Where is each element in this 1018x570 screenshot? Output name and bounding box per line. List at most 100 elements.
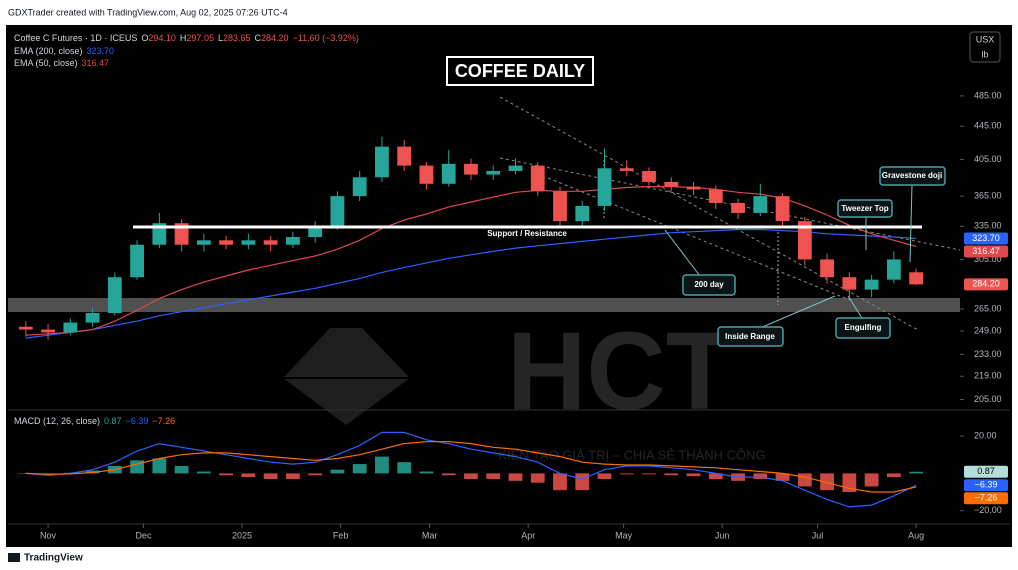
y-tick-label: 405.00	[974, 154, 1002, 164]
macd-title: MACD (12, 26, close)	[14, 416, 100, 426]
candle-body	[464, 163, 478, 175]
macd-histogram-bar	[886, 473, 901, 478]
candle-body	[286, 237, 300, 245]
candle-body	[352, 177, 367, 197]
macd-histogram-bar	[419, 471, 434, 474]
callout-label: Engulfing	[845, 323, 882, 332]
y-tick-label: 365.00	[974, 190, 1002, 200]
change: −11.60 (−3.92%)	[293, 33, 359, 43]
macd-line	[25, 431, 917, 508]
title-box	[446, 56, 594, 86]
legend-row: EMA (50, close) 316.47	[14, 58, 109, 68]
macd-histogram-bar	[486, 473, 501, 479]
callout-pointer	[664, 229, 701, 277]
candle-body	[375, 146, 389, 178]
candle-body	[63, 322, 78, 333]
candle-body	[775, 196, 790, 222]
candle-body	[664, 181, 679, 187]
candle-body	[686, 186, 701, 190]
candle-body	[886, 259, 901, 280]
macd-histogram-bar	[797, 473, 812, 487]
legend-row: Coffee C Futures · 1D · ICEUS O294.10 H297…	[14, 33, 359, 43]
y-tick-label: 233.00	[974, 349, 1002, 359]
macd-histogram-bar	[642, 473, 656, 475]
candle-body	[619, 168, 634, 171]
price-label-box	[964, 465, 1008, 478]
macd-histogram-bar	[397, 462, 412, 474]
symbol: Coffee C Futures · 1D · ICEUS	[14, 33, 137, 43]
ohlc-letter: L	[218, 33, 223, 43]
candle-body	[308, 226, 323, 238]
macd-histogram-bar	[820, 473, 834, 491]
price-label-box	[964, 245, 1008, 258]
price-label: 284.20	[972, 279, 1000, 289]
macd-histogram-bar	[775, 473, 790, 481]
candle-body	[575, 205, 590, 222]
x-tick-label: Jul	[812, 530, 824, 540]
candle-body	[597, 168, 612, 206]
callout-box	[835, 317, 891, 339]
callout-pointer	[909, 184, 913, 263]
macd-histogram-bar	[219, 473, 234, 476]
candle-body	[152, 223, 167, 245]
signal-line	[25, 441, 917, 493]
price-label: 0.87	[977, 466, 995, 476]
price-label-box	[964, 492, 1008, 505]
x-tick-label: Aug	[908, 530, 924, 540]
price-label-box	[964, 479, 1008, 492]
macd-histogram-bar	[196, 471, 211, 474]
x-tick-label: 2025	[232, 530, 252, 540]
y-tick-label: −20.00	[974, 505, 1002, 515]
callout-pointer	[847, 295, 863, 319]
candle-body	[219, 240, 234, 245]
trend-line	[499, 157, 961, 251]
macd-histogram-bar	[553, 473, 567, 491]
logo-tagline: KIẾN TẠO GIÁ TRỊ – CHIA SẺ THÀNH CÔNG	[498, 447, 765, 462]
callout-pointer	[759, 295, 836, 329]
candle-body	[241, 240, 256, 245]
ohlc-value: 283.65	[223, 33, 251, 43]
macd-histogram-bar	[909, 471, 924, 474]
x-tick-label: Feb	[333, 530, 349, 540]
legend-value: −6.39	[126, 416, 149, 426]
legend-value: 316.47	[82, 58, 110, 68]
price-pane: 485.00 445.00 405.00 365.00 335.00 305.00 265.…	[18, 90, 1008, 404]
candle-body	[263, 240, 278, 245]
macd-histogram-bar	[508, 473, 523, 481]
ema-line	[25, 186, 917, 336]
currency-box	[969, 31, 1001, 63]
chart-title: COFFEE DAILY	[455, 61, 585, 81]
y-tick-label: 265.00	[974, 303, 1002, 313]
candle-body	[731, 202, 745, 213]
candle-body	[174, 223, 189, 245]
legend-value: 323.70	[87, 46, 115, 56]
macd-histogram-bar	[308, 473, 323, 476]
y-tick-label: 249.00	[974, 325, 1002, 335]
callout-label: Tweezer Top	[841, 204, 888, 213]
macd-histogram-bar	[263, 473, 278, 479]
y-tick-label: 219.00	[974, 371, 1002, 381]
candle-body	[41, 329, 55, 333]
callout-label: 200 day	[694, 280, 724, 289]
price-label: −7.26	[975, 493, 998, 503]
support-zone	[8, 298, 960, 312]
y-tick-label: 445.00	[974, 121, 1002, 131]
support-label: Support / Resistance	[487, 229, 567, 238]
candle-body	[196, 240, 211, 245]
macd-histogram-bar	[464, 473, 478, 479]
legend-value: −7.26	[152, 416, 175, 426]
macd-histogram-bar	[753, 473, 768, 479]
candle-body	[642, 170, 656, 182]
callout-box	[717, 326, 784, 347]
legend-name: EMA (50, close)	[14, 58, 78, 68]
callout-box	[837, 199, 893, 218]
macd-histogram-bar	[597, 473, 612, 479]
y-tick-label: 485.00	[974, 90, 1002, 100]
unit: lb	[981, 49, 988, 59]
x-tick-label: Apr	[521, 530, 535, 540]
footer: TradingView	[24, 553, 83, 564]
macd-histogram-bar	[708, 473, 723, 479]
macd-histogram-bar	[441, 473, 456, 476]
